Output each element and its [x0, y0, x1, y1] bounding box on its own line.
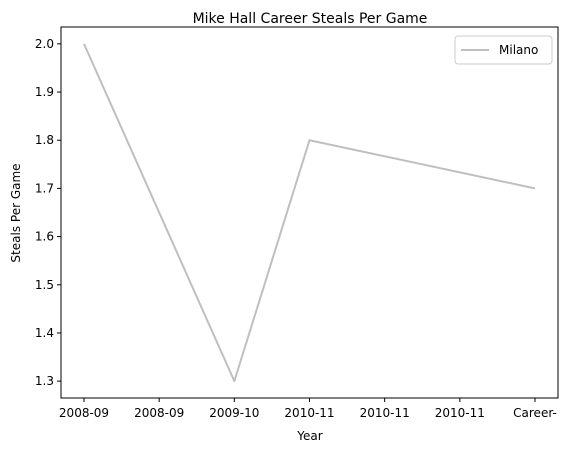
plot-area	[60, 26, 559, 399]
x-tick-label: 2010-11	[435, 406, 485, 420]
y-tick-label: 1.7	[35, 181, 54, 195]
legend: Milano	[454, 35, 553, 65]
chart-title: Mike Hall Career Steals Per Game	[193, 11, 428, 27]
x-tick-label: 2009-10	[209, 406, 259, 420]
x-tick-label: 2010-11	[360, 406, 410, 420]
y-tick-label: 1.9	[35, 85, 54, 99]
y-tick-label: 1.5	[35, 278, 54, 292]
x-tick-label: 2008-09	[134, 406, 184, 420]
y-axis-label: Steals Per Game	[9, 163, 23, 262]
x-tick-label: 2010-11	[284, 406, 334, 420]
y-tick-label: 1.3	[35, 374, 54, 388]
legend-label: Milano	[499, 43, 538, 57]
series-layer	[83, 43, 536, 383]
y-tick-label: 1.6	[35, 230, 54, 244]
legend-box	[454, 35, 553, 65]
y-tick-label: 1.8	[35, 133, 54, 147]
x-axis: 2008-09 2008-09 2009-10 2010-11 2010-11 2010-…	[59, 398, 557, 420]
x-axis-label: Year	[296, 429, 322, 443]
x-tick-label: 2008-09	[59, 406, 109, 420]
y-tick-label: 2.0	[35, 37, 54, 51]
series-line	[83, 43, 536, 383]
x-tick-label: Career-	[513, 406, 557, 420]
y-tick-label: 1.4	[35, 326, 54, 340]
y-axis: 1.3 1.4 1.5 1.6 1.7 1.8 1.9 2.0	[35, 37, 61, 388]
